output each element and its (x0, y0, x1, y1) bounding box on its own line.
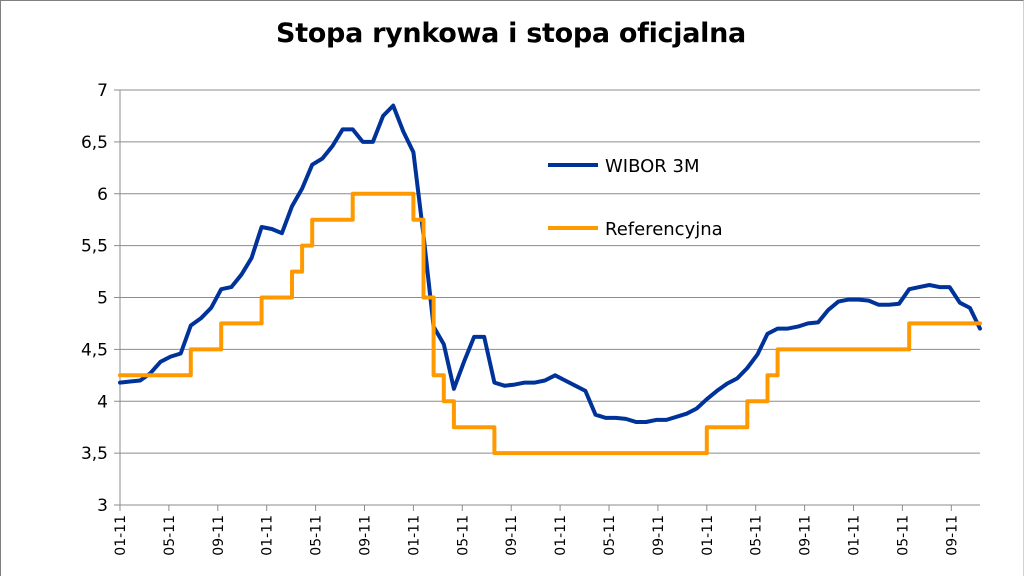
x-tick-label: 01-11 (847, 515, 863, 556)
legend-label-wibor-3m: WIBOR 3M (605, 156, 700, 177)
y-tick-label: 3,5 (81, 444, 108, 464)
grid-lines (120, 89, 980, 506)
x-tick-label: 09-11 (944, 515, 960, 556)
y-tick-label: 4 (97, 392, 108, 412)
y-tick-label: 4,5 (81, 340, 108, 360)
x-tick-label: 09-11 (504, 515, 520, 556)
x-tick-labels: 01-11 05-11 09-11 01-11 05-11 09-11 01-11 05-11… (113, 515, 960, 556)
series-lines (118, 103, 982, 456)
y-tick-label: 5 (97, 289, 108, 309)
x-tick-label: 05-11 (309, 515, 325, 556)
referencyjna-line (118, 191, 982, 456)
x-tick-label: 05-11 (602, 515, 618, 556)
x-tick-label: 01-11 (700, 515, 716, 556)
y-tick-label: 6 (97, 185, 108, 205)
axes (114, 89, 980, 511)
x-tick-label: 09-11 (211, 515, 227, 556)
x-tick-label: 01-11 (406, 515, 422, 556)
x-tick-label: 05-11 (455, 515, 471, 556)
x-tick-label: 01-11 (260, 515, 276, 556)
y-tick-label: 6,5 (81, 133, 108, 153)
y-tick-labels: 3 3,5 4 4,5 5 5,5 6 6,5 7 (81, 81, 108, 516)
x-tick-label: 01-11 (553, 515, 569, 556)
x-tick-label: 05-11 (162, 515, 178, 556)
x-tick-label: 09-11 (798, 515, 814, 556)
x-tick-label: 09-11 (651, 515, 667, 556)
y-tick-label: 7 (97, 81, 108, 101)
legend: WIBOR 3M Referencyjna (548, 156, 723, 240)
legend-label-referencyjna: Referencyjna (605, 219, 723, 240)
y-tick-label: 3 (97, 496, 108, 516)
x-tick-label: 01-11 (113, 515, 129, 556)
chart-title: Stopa rynkowa i stopa oficjalna (276, 18, 746, 49)
wibor-3m-line (118, 103, 982, 424)
x-tick-label: 09-11 (358, 515, 374, 556)
x-tick-label: 05-11 (895, 515, 911, 556)
x-tick-label: 05-11 (749, 515, 765, 556)
y-tick-label: 5,5 (81, 237, 108, 257)
